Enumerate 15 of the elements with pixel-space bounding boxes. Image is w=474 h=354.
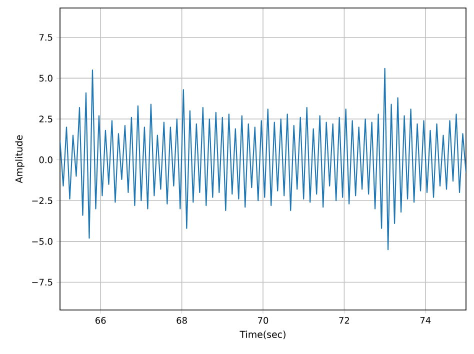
x-tick-label: 74	[420, 317, 431, 324]
y-tick-label: 7.5	[39, 34, 52, 41]
y-tick-label: −5.0	[32, 238, 52, 245]
x-tick-label: 70	[258, 317, 268, 324]
x-tick-label: 68	[176, 317, 187, 324]
y-tick-label: −7.5	[32, 278, 52, 286]
x-tick-label: 72	[339, 317, 350, 324]
y-tick-label: −2.5	[32, 197, 52, 204]
x-axis-title: Time(sec)	[240, 330, 286, 340]
line-series	[60, 68, 466, 250]
x-tick-label: 66	[96, 317, 106, 324]
y-axis-title: Amplitude	[15, 135, 24, 184]
y-tick-label: 0.0	[39, 156, 52, 164]
y-tick-label: 2.5	[39, 116, 52, 122]
y-tick-label: 5.0	[39, 74, 52, 82]
